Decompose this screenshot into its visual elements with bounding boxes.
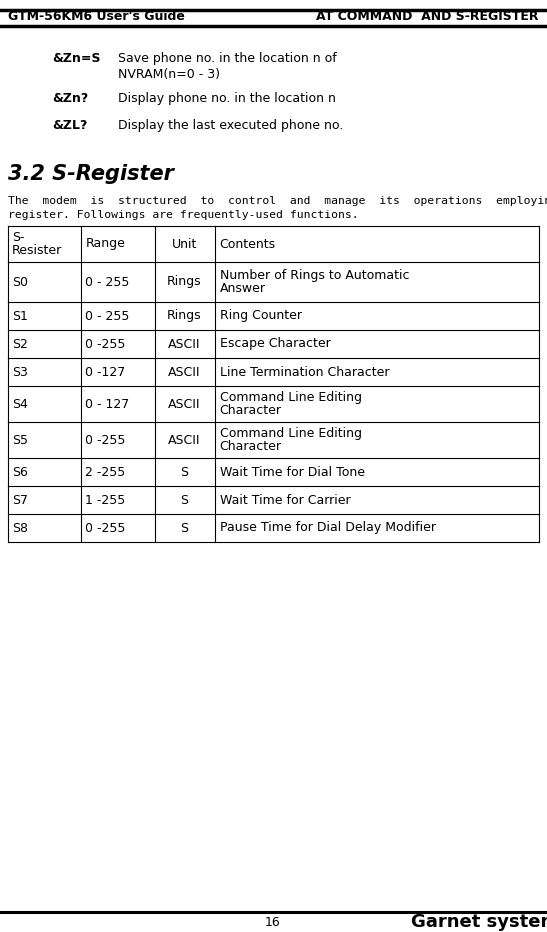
- Text: &Zn?: &Zn?: [52, 92, 88, 105]
- Text: 2 -255: 2 -255: [85, 465, 125, 478]
- Text: Character: Character: [219, 440, 282, 453]
- Text: Display the last executed phone no.: Display the last executed phone no.: [118, 119, 344, 132]
- Text: ASCII: ASCII: [168, 398, 201, 410]
- Text: GTM-56KM6 User's Guide: GTM-56KM6 User's Guide: [8, 10, 185, 23]
- Text: 3.2 S-Register: 3.2 S-Register: [8, 164, 174, 184]
- Text: Character: Character: [219, 404, 282, 418]
- Text: 0 - 255: 0 - 255: [85, 309, 130, 322]
- Text: Rings: Rings: [167, 276, 202, 289]
- Text: The  modem  is  structured  to  control  and  manage  its  operations  employing: The modem is structured to control and m…: [8, 196, 547, 206]
- Text: Rings: Rings: [167, 309, 202, 322]
- Text: S: S: [181, 522, 189, 534]
- Text: S3: S3: [12, 365, 28, 378]
- Text: ASCII: ASCII: [168, 337, 201, 350]
- Text: 0 -255: 0 -255: [85, 337, 126, 350]
- Text: Wait Time for Carrier: Wait Time for Carrier: [219, 494, 350, 506]
- Text: S: S: [181, 494, 189, 506]
- Text: Display phone no. in the location n: Display phone no. in the location n: [118, 92, 336, 105]
- Text: 16: 16: [265, 915, 281, 928]
- Text: 0 - 127: 0 - 127: [85, 398, 130, 410]
- Text: S6: S6: [12, 465, 28, 478]
- Text: Pause Time for Dial Delay Modifier: Pause Time for Dial Delay Modifier: [219, 522, 435, 534]
- Text: Escape Character: Escape Character: [219, 337, 330, 350]
- Text: Command Line Editing: Command Line Editing: [219, 391, 362, 404]
- Text: 0 -255: 0 -255: [85, 433, 126, 446]
- Text: 0 -127: 0 -127: [85, 365, 125, 378]
- Text: ASCII: ASCII: [168, 365, 201, 378]
- Text: S2: S2: [12, 337, 28, 350]
- Text: Wait Time for Dial Tone: Wait Time for Dial Tone: [219, 465, 364, 478]
- Text: 1 -255: 1 -255: [85, 494, 125, 506]
- Text: S-: S-: [12, 231, 25, 244]
- Text: Save phone no. in the location n of: Save phone no. in the location n of: [118, 52, 337, 65]
- Text: Ring Counter: Ring Counter: [219, 309, 301, 322]
- Text: 0 -255: 0 -255: [85, 522, 126, 534]
- Text: S0: S0: [12, 276, 28, 289]
- Text: &ZL?: &ZL?: [52, 119, 88, 132]
- Text: Unit: Unit: [172, 238, 197, 251]
- Text: S: S: [181, 465, 189, 478]
- Text: Line Termination Character: Line Termination Character: [219, 365, 389, 378]
- Text: Number of Rings to Automatic: Number of Rings to Automatic: [219, 268, 409, 281]
- Text: &Zn=S: &Zn=S: [52, 52, 101, 65]
- Text: register. Followings are frequently-used functions.: register. Followings are frequently-used…: [8, 210, 359, 220]
- Text: S4: S4: [12, 398, 28, 410]
- Text: Answer: Answer: [219, 282, 265, 295]
- Text: S8: S8: [12, 522, 28, 534]
- Text: S7: S7: [12, 494, 28, 506]
- Text: S5: S5: [12, 433, 28, 446]
- Text: ASCII: ASCII: [168, 433, 201, 446]
- Text: 0 - 255: 0 - 255: [85, 276, 130, 289]
- Text: Contents: Contents: [219, 238, 276, 251]
- Text: Command Line Editing: Command Line Editing: [219, 427, 362, 440]
- Text: Garnet systems: Garnet systems: [411, 913, 547, 931]
- Text: AT COMMAND  AND S-REGISTER: AT COMMAND AND S-REGISTER: [317, 10, 539, 23]
- Text: Resister: Resister: [12, 244, 62, 257]
- Text: NVRAM(n=0 - 3): NVRAM(n=0 - 3): [118, 68, 220, 81]
- Text: Range: Range: [85, 238, 125, 251]
- Text: S1: S1: [12, 309, 28, 322]
